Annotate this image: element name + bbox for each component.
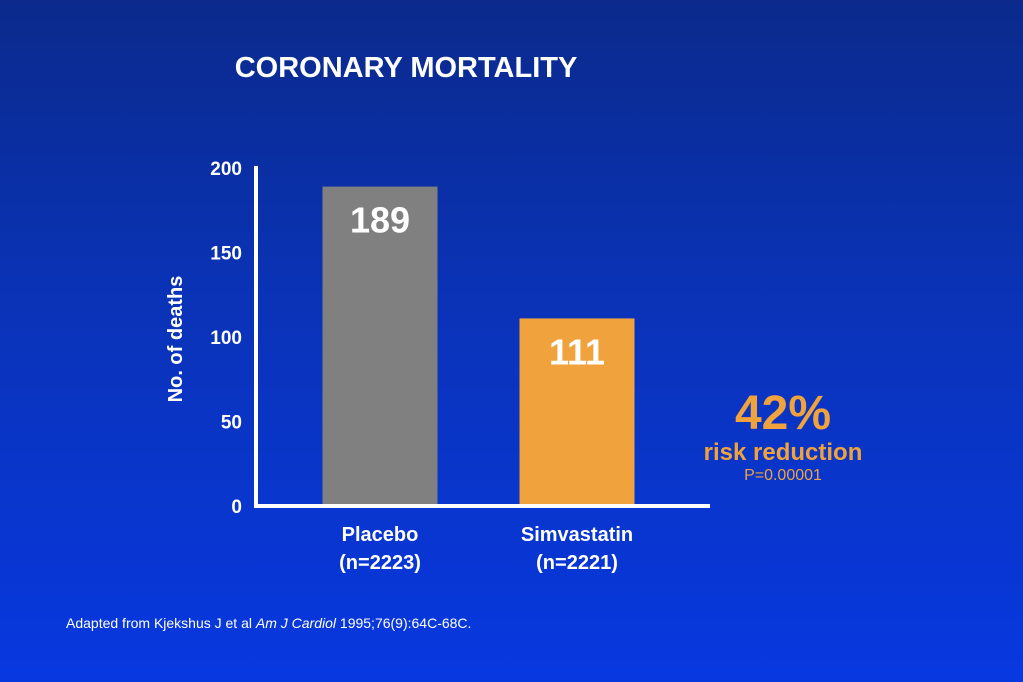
bar-value-label: 189	[350, 200, 410, 241]
bar-simvastatin	[519, 318, 635, 506]
y-axis-label: No. of deaths	[165, 276, 187, 403]
citation-prefix: Adapted from Kjekshus J et al	[66, 615, 256, 631]
y-tick-label: 0	[231, 497, 242, 518]
category-label: Simvastatin	[521, 524, 633, 546]
category-sublabel: (n=2221)	[536, 552, 618, 574]
risk-reduction-label: risk reduction	[703, 439, 863, 466]
y-tick-label: 100	[210, 328, 242, 349]
bar-placebo	[322, 186, 438, 506]
category-label: Placebo	[342, 524, 419, 546]
p-value: P=0.00001	[744, 467, 822, 484]
citation-journal: Am J Cardiol	[255, 615, 337, 631]
chart-title: CORONARY MORTALITY	[234, 52, 578, 84]
risk-reduction-percent: 42%	[734, 387, 832, 440]
y-tick-label: 150	[210, 244, 242, 265]
y-tick-label: 200	[210, 159, 242, 180]
source-citation: Adapted from Kjekshus J et al Am J Cardi…	[66, 615, 471, 631]
category-sublabel: (n=2223)	[339, 552, 421, 574]
bar-value-label: 111	[549, 331, 605, 372]
risk-reduction-callout: 42% risk reduction P=0.00001	[690, 388, 876, 486]
citation-suffix: 1995;76(9):64C-68C.	[336, 615, 472, 631]
y-tick-label: 50	[221, 413, 242, 434]
